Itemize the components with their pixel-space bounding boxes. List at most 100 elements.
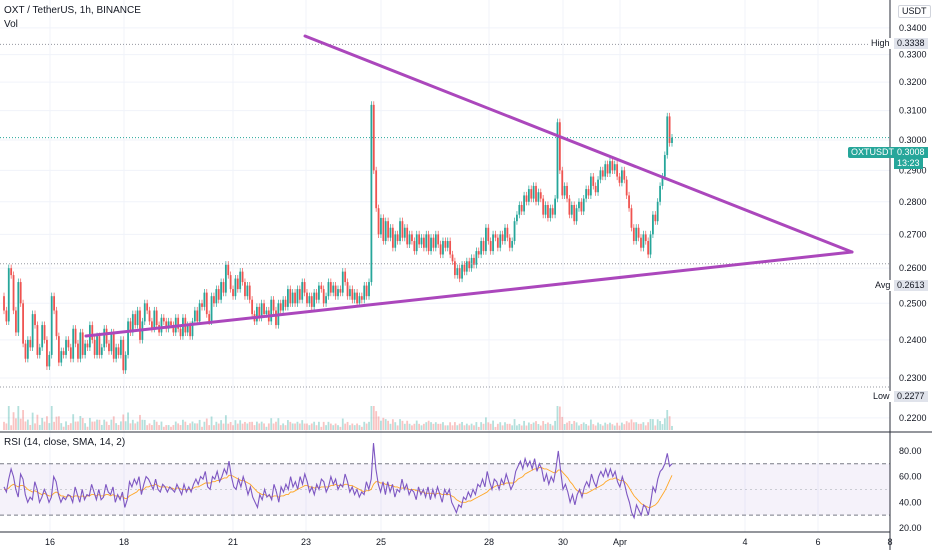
volume-bar [375, 411, 378, 430]
volume-bar [12, 412, 15, 430]
volume-bar [184, 421, 187, 430]
volume-bar [98, 419, 101, 430]
candle-body [487, 227, 490, 242]
candle-body [69, 347, 72, 359]
candle-body [544, 204, 547, 215]
volume-bar [480, 422, 483, 430]
volume-bar [449, 422, 452, 430]
candle-body [613, 164, 616, 171]
volume-bar [36, 414, 39, 430]
volume-bar [356, 423, 358, 430]
candle-body [403, 227, 406, 238]
candle-body [236, 278, 239, 290]
candle-body [320, 285, 323, 290]
volume-bar [112, 416, 115, 430]
candle-body [151, 321, 153, 329]
volume-bar [148, 423, 151, 430]
candle-body [77, 343, 79, 359]
candle-body [449, 241, 452, 255]
volume-bar [597, 422, 599, 430]
volume-bar [96, 419, 98, 430]
candle-body [334, 285, 337, 297]
volume-bar [193, 423, 196, 430]
volume-bar [69, 423, 72, 430]
candle-body [473, 257, 475, 265]
volume-bar [568, 421, 571, 430]
volume-bar [439, 423, 442, 430]
volume-bar [320, 426, 323, 430]
price-tick-label: 0.3000 [899, 135, 927, 145]
candle-body [26, 339, 29, 359]
candle-body [568, 198, 571, 215]
candle-body [86, 343, 89, 348]
volume-bar [561, 416, 564, 430]
volume-bar [141, 419, 144, 430]
candle-body [644, 234, 647, 242]
volume-bar [258, 423, 261, 430]
avg-price-tag: 0.2613 [894, 280, 928, 291]
candle-body [446, 241, 449, 248]
candle-body [74, 328, 77, 344]
volume-bar [327, 421, 330, 430]
volume-bar [661, 424, 664, 430]
candle-body [287, 289, 289, 307]
volume-bar [277, 418, 280, 430]
volume-bar [60, 423, 63, 430]
candle-body [458, 268, 461, 279]
volume-label[interactable]: Vol [4, 19, 18, 30]
candle-body [234, 278, 237, 297]
candle-body [654, 214, 657, 222]
volume-bar [282, 423, 285, 430]
volume-bar [31, 412, 34, 430]
candle-body [539, 192, 542, 199]
candle-body [523, 195, 525, 212]
volume-bar [609, 422, 611, 430]
volume-bar [353, 425, 356, 430]
candle-body [370, 104, 373, 283]
candle-body [222, 282, 225, 293]
volume-bar [408, 423, 411, 430]
candle-body [637, 227, 640, 238]
currency-tag[interactable]: USDT [898, 5, 931, 18]
volume-bar [606, 424, 609, 430]
candle-body [248, 285, 251, 300]
candle-body [623, 170, 626, 180]
volume-bar [671, 425, 673, 430]
candle-body [566, 185, 568, 199]
candle-body [422, 237, 425, 248]
symbol-title[interactable]: OXT / TetherUS, 1h, BINANCE [4, 5, 141, 16]
candle-body [3, 296, 5, 311]
volume-bar [46, 416, 48, 430]
time-tick-label: 23 [301, 537, 311, 547]
volume-bar [613, 425, 616, 430]
candle-body [67, 339, 70, 348]
volume-bar [203, 421, 206, 430]
volume-bar [475, 422, 478, 430]
volume-bar [72, 414, 75, 430]
candle-body [358, 296, 361, 304]
candle-body [291, 292, 294, 304]
volume-bar [604, 422, 607, 430]
volume-bar [105, 421, 108, 430]
candle-body [129, 321, 132, 333]
price-tick-label: 0.2900 [899, 165, 927, 175]
candle-body [19, 282, 22, 304]
volume-bar [296, 421, 299, 430]
candle-body [551, 208, 554, 215]
candle-body [120, 339, 122, 355]
volume-bar [81, 418, 84, 430]
volume-bar [413, 423, 416, 430]
candle-body [375, 170, 378, 209]
volume-bar [146, 425, 149, 430]
volume-bar [380, 420, 382, 430]
volume-bar [322, 421, 325, 430]
candle-body [485, 227, 487, 252]
volume-bar [19, 418, 22, 430]
volume-bar [191, 421, 194, 430]
volume-bar [7, 406, 10, 430]
volume-bar [294, 423, 296, 430]
candle-body [573, 204, 576, 222]
rsi-title[interactable]: RSI (14, close, SMA, 14, 2) [4, 437, 126, 448]
volume-bar [220, 420, 222, 430]
